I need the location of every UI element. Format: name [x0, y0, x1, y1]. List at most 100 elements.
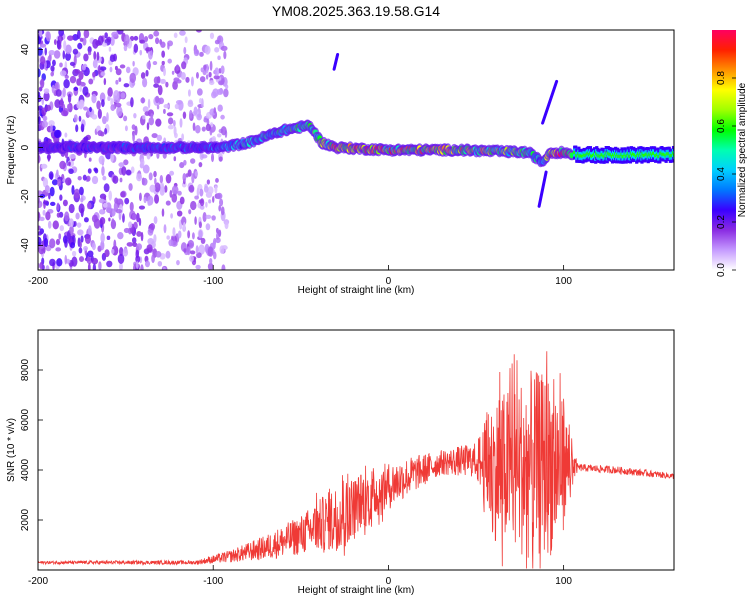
spectrogram-noise-blob: [140, 158, 145, 167]
spectrogram-noise-blob: [196, 187, 200, 198]
spectrogram-noise-blob: [62, 235, 68, 244]
spectrogram-noise-blob: [115, 102, 122, 108]
spectrogram-noise-blob: [45, 104, 51, 112]
spectrogram-spike: [537, 170, 548, 208]
spectrogram-noise-blob: [87, 263, 91, 270]
spectrogram-noise-blob: [185, 76, 190, 83]
spectrogram-noise-blob: [123, 227, 130, 233]
spectrogram-noise-blob: [128, 221, 133, 229]
spectrogram-noise-blob: [208, 199, 212, 204]
spectrogram-noise-blob: [159, 78, 166, 84]
spectrogram-noise-blob: [39, 30, 43, 38]
spectrogram-noise-blob: [144, 260, 151, 268]
spectrogram-noise-blob: [143, 196, 147, 204]
spectrogram-noise-blob: [196, 88, 203, 96]
spectrogram-noise-blob: [100, 240, 105, 251]
spectrogram-noise-blob: [106, 260, 113, 268]
spectrogram-noise-blob: [153, 216, 158, 225]
snr-x-tick-label: 0: [386, 576, 392, 587]
spectrogram-noise-blob: [199, 76, 206, 83]
spectrogram-noise-blob: [91, 214, 98, 223]
spectrogram-noise-blob: [179, 118, 183, 128]
spectrogram-noise-blob: [110, 104, 116, 111]
spectrogram-noise-blob: [220, 65, 225, 75]
spectrogram-noise-blob: [59, 62, 63, 68]
spectrogram-noise-blob: [120, 92, 126, 99]
spectrogram-noise-blob: [80, 197, 84, 203]
spectrogram-noise-blob: [170, 213, 173, 219]
spectrogram-noise-blob: [50, 124, 53, 133]
spectrogram-noise-blob: [224, 221, 229, 230]
spectrogram-noise-blob: [129, 201, 134, 212]
spectrogram-noise-blob: [86, 202, 92, 210]
spectrogram-noise-blob: [161, 50, 166, 58]
spectrogram-noise-blob: [176, 210, 183, 217]
spectrogram-noise-blob: [49, 238, 56, 249]
spectrogram-noise-blob: [132, 213, 137, 221]
spectrogram-noise-blob: [126, 242, 134, 247]
spectrogram-noise-blob: [180, 71, 186, 80]
spectrogram-noise-blob: [154, 182, 161, 193]
spectrogram-noise-blob: [154, 177, 157, 185]
spectrogram-noise-blob: [129, 72, 137, 83]
spectrogram-noise-blob: [156, 104, 160, 110]
spectrogram-noise-blob: [99, 217, 106, 225]
spectrogram-noise-blob: [102, 202, 108, 208]
spectrogram-noise-blob: [83, 30, 90, 39]
spectrogram-noise-blob: [220, 45, 228, 52]
spectrogram-noise-blob: [97, 130, 103, 137]
spectrogram-y-tick-label: -40: [20, 238, 31, 253]
spectrogram-noise-blob: [48, 50, 55, 56]
spectrogram-noise-blob: [148, 117, 155, 126]
spectrogram-noise-blob: [142, 77, 148, 88]
spectrogram-noise-blob: [174, 132, 178, 139]
spectrogram-noise-blob: [67, 93, 72, 103]
spectrogram-noise-blob: [131, 237, 137, 244]
spectrogram-noise-blob: [132, 60, 135, 67]
spectrogram-noise-blob: [69, 75, 77, 84]
spectrogram-noise-blob: [194, 195, 200, 200]
spectrogram-noise-blob: [201, 126, 206, 132]
spectrogram-noise-blob: [63, 78, 70, 89]
spectrogram-noise-blob: [82, 86, 89, 96]
spectrogram-noise-blob: [99, 209, 104, 215]
spectrogram-noise-blob: [153, 76, 159, 85]
spectrogram-noise-blob: [108, 46, 112, 52]
spectrogram-noise-blob: [122, 213, 125, 223]
spectrogram-noise-blob: [103, 77, 107, 86]
spectrogram-noise-blob: [102, 175, 107, 181]
spectrogram-noise-blob: [66, 35, 74, 41]
spectrogram-noise-blob: [109, 66, 113, 73]
spectrogram-noise-blob: [142, 164, 150, 174]
spectrogram-noise-blob: [50, 71, 54, 77]
spectrogram-noise-blob: [69, 154, 76, 160]
spectrogram-noise-blob: [190, 76, 194, 87]
spectrogram-noise-blob: [83, 136, 89, 142]
spectrogram-noise-blob: [140, 97, 146, 104]
spectrogram-noise-blob: [55, 247, 62, 252]
spectrogram-noise-blob: [77, 229, 84, 236]
spectrogram-noise-blob: [65, 177, 72, 186]
spectrogram-noise-blob: [209, 60, 213, 72]
spectrogram-noise-blob: [55, 89, 62, 97]
spectrogram-noise-blob: [167, 42, 170, 50]
snr-y-label: SNR (10 * v/v): [6, 418, 17, 482]
spectrogram-noise-blob: [176, 79, 182, 84]
spectrogram-noise-blob: [218, 80, 225, 86]
spectrogram-noise-blob: [208, 80, 215, 86]
spectrogram-noise-blob: [202, 69, 207, 76]
spectrogram-noise-blob: [205, 214, 212, 219]
spectrogram-noise-blob: [172, 119, 176, 127]
spectrogram-noise-blob: [86, 175, 91, 182]
spectrogram-noise-blob: [49, 186, 55, 197]
spectrogram-noise-blob: [72, 48, 79, 55]
spectrogram-noise-blob: [147, 98, 151, 109]
spectrogram-noise-blob: [187, 89, 191, 97]
spectrogram-y-tick-label: 20: [20, 93, 31, 105]
spectrogram-noise-blob: [50, 201, 56, 207]
spectrogram-noise-blob: [42, 177, 49, 188]
spectrogram-noise-blob: [113, 239, 117, 250]
spectrogram-noise-blob: [194, 170, 198, 177]
spectrogram-noise-blob: [156, 134, 163, 142]
spectrogram-noise-blob: [174, 103, 180, 110]
